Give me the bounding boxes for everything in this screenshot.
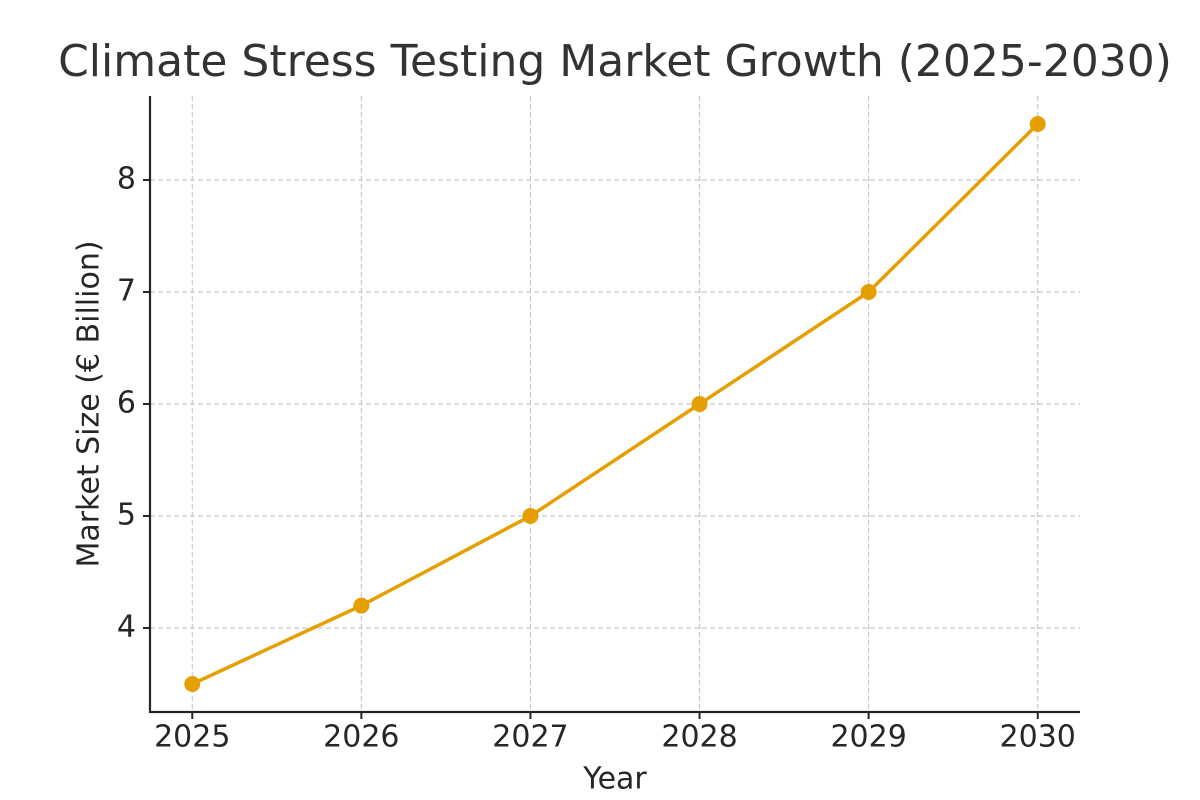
y-axis-label: Market Size (€ Billion) <box>72 240 107 567</box>
point <box>353 597 370 614</box>
point <box>184 676 201 692</box>
point <box>1029 116 1046 132</box>
y-tick-label: 6 <box>117 386 136 421</box>
point <box>522 508 539 524</box>
x-tick-label: 2026 <box>323 720 399 755</box>
point <box>860 284 877 300</box>
x-axis-label: Year <box>582 762 647 797</box>
chart-title: Climate Stress Testing Market Growth (20… <box>58 36 1172 87</box>
y-tick-label: 8 <box>117 162 136 197</box>
x-tick-label: 2030 <box>1000 720 1076 755</box>
y-tick-label: 5 <box>117 498 136 533</box>
x-tick-label: 2027 <box>492 720 568 755</box>
y-tick-label: 7 <box>117 274 136 309</box>
line <box>191 122 1039 686</box>
x-tick-label: 2029 <box>830 720 906 755</box>
x-tick-label: 2028 <box>661 720 737 755</box>
y-tick-label: 4 <box>117 610 136 645</box>
x-tick-label: 2025 <box>154 720 230 755</box>
point <box>691 396 708 412</box>
